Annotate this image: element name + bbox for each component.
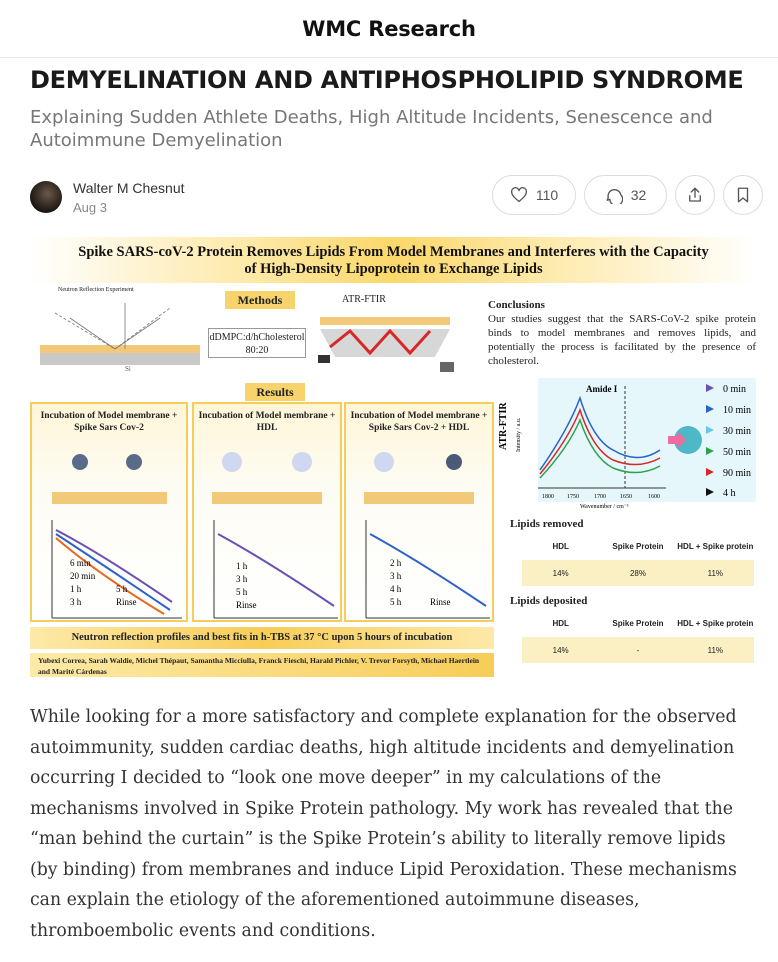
legend-2h: 2 h: [390, 558, 402, 568]
svg-text:Si: Si: [125, 365, 131, 373]
comment-button[interactable]: 32: [584, 175, 667, 215]
table-row: 14% - 11%: [522, 637, 754, 663]
reflectivity-plot-spike-hdl: 2 h 3 h 4 h 5 h Rinse: [364, 452, 490, 619]
table-header-row: HDL Spike Protein HDL + Spike protein: [522, 534, 754, 560]
author-name[interactable]: Walter M Chesnut: [73, 179, 185, 196]
atr-xtick: 1700: [594, 494, 606, 500]
atr-yunit: Intensity / a.u.: [516, 417, 522, 452]
panel-title: Incubation of Model membrane + Spike Sar…: [350, 411, 488, 433]
legend-3h: 3 h: [236, 574, 248, 584]
like-button[interactable]: 110: [492, 175, 576, 215]
conclusions-text: Our studies suggest that the SARS-CoV-2 …: [488, 313, 756, 367]
atr-xlabel: Wavenumber / cm⁻¹: [580, 504, 629, 510]
panel-title: Incubation of Model membrane + HDL: [198, 411, 336, 433]
atr-schematic: [318, 317, 454, 372]
legend-5h: 5 h: [116, 584, 128, 594]
table-cell: 11%: [707, 645, 724, 655]
table-header: HDL: [552, 619, 569, 628]
article-body-paragraph: While looking for a more satisfactory an…: [30, 707, 737, 941]
legend-5h: 5 h: [390, 597, 402, 607]
legend-rinse: Rinse: [236, 600, 257, 610]
lipids-deposited-title: Lipids deposited: [510, 595, 588, 607]
lipids-deposited-table: HDL Spike Protein HDL + Spike protein 14…: [522, 611, 754, 663]
bookmark-button[interactable]: [723, 175, 763, 215]
table-header: HDL + Spike protein: [677, 619, 754, 628]
lipid-ratio-line1: dDMPC:d/hCholesterol: [209, 332, 305, 343]
figure-title-line2: of High-Density Lipoprotein to Exchange …: [244, 261, 543, 277]
result-panel-spike-hdl: Incubation of Model membrane + Spike Sar…: [344, 402, 494, 622]
atr-legend-10min: 10 min: [723, 405, 751, 416]
comment-count: 32: [630, 187, 647, 203]
conclusions-title: Conclusions: [488, 299, 545, 311]
share-button[interactable]: [675, 175, 715, 215]
publication-header: WMC Research: [0, 0, 778, 58]
neutron-schematic: Si: [40, 303, 200, 373]
results-label: Results: [245, 383, 305, 401]
atr-legend-0min: 0 min: [723, 384, 746, 395]
lipid-ratio-line2: 80:20: [245, 345, 269, 356]
atr-ftir-chart: ATR-FTIR Intensity / a.u. Amide I 1800 1…: [498, 378, 756, 510]
byline: Walter M Chesnut Aug 3: [30, 178, 185, 216]
table-header: HDL + Spike protein: [677, 542, 754, 551]
table-cell: 14%: [552, 645, 569, 655]
legend-3h: 3 h: [70, 597, 82, 607]
table-header-row: HDL Spike Protein HDL + Spike protein: [522, 611, 754, 637]
reflectivity-plot-hdl: 1 h 3 h 5 h Rinse: [212, 452, 338, 619]
table-cell: -: [636, 645, 640, 655]
publish-date: Aug 3: [73, 199, 107, 215]
table-cell: 11%: [707, 568, 724, 578]
atr-legend-4h: 4 h: [723, 488, 736, 499]
atr-xtick: 1800: [542, 494, 554, 500]
table-header: Spike Protein: [612, 619, 664, 628]
atr-xtick: 1600: [648, 494, 660, 500]
legend-rinse: Rinse: [430, 597, 451, 607]
speech-bubble-icon: [606, 189, 623, 204]
neutron-caption: Neutron reflection profiles and best fit…: [30, 627, 494, 649]
atr-legend-90min: 90 min: [723, 468, 751, 479]
figure-authors: Yubexi Correa, Sarah Waldie, Michel Thép…: [30, 653, 494, 677]
atr-xtick: 1750: [567, 494, 579, 500]
atr-xtick: 1650: [620, 494, 632, 500]
legend-20min: 20 min: [70, 571, 96, 581]
graphical-abstract[interactable]: Spike SARS-coV-2 Protein Removes Lipids …: [30, 235, 757, 677]
reflectivity-plot-spike: 6 min 20 min 1 h 5 h 3 h Rinse: [51, 454, 182, 619]
figure-title: Spike SARS-coV-2 Protein Removes Lipids …: [30, 237, 757, 283]
avatar[interactable]: [30, 181, 62, 213]
panel-title: Incubation of Model membrane + Spike Sar…: [40, 411, 178, 433]
atr-legend-50min: 50 min: [723, 447, 751, 458]
article-subtitle: Explaining Sudden Athlete Deaths, High A…: [30, 107, 713, 151]
table-cell: 14%: [552, 568, 569, 578]
atr-ftir-label: ATR-FTIR: [342, 294, 386, 305]
table-header: HDL: [552, 542, 569, 551]
neutron-experiment-label: Neutron Reflection Experiment: [58, 287, 134, 293]
heart-icon: [510, 187, 527, 203]
like-count: 110: [535, 187, 559, 203]
lipids-removed-table: HDL Spike Protein HDL + Spike protein 14…: [522, 534, 754, 586]
legend-rinse: Rinse: [116, 597, 137, 607]
legend-3h: 3 h: [390, 571, 402, 581]
conclusions: Conclusions Our studies suggest that the…: [488, 298, 756, 368]
figure-title-line1: Spike SARS-coV-2 Protein Removes Lipids …: [78, 244, 709, 260]
legend-5h: 5 h: [236, 587, 248, 597]
legend-1h: 1 h: [70, 584, 82, 594]
atr-ylabel: ATR-FTIR: [498, 402, 509, 450]
lipid-ratio-box: dDMPC:d/hCholesterol 80:20: [208, 328, 306, 358]
bookmark-icon: [737, 187, 749, 203]
legend-4h: 4 h: [390, 584, 402, 594]
legend-6min: 6 min: [70, 558, 91, 568]
publication-name[interactable]: WMC Research: [302, 16, 476, 41]
result-panel-hdl: Incubation of Model membrane + HDL 1 h 3…: [192, 402, 342, 622]
atr-peak-label: Amide I: [586, 384, 618, 394]
lipids-removed-title: Lipids removed: [510, 518, 584, 530]
result-panel-spike: Incubation of Model membrane + Spike Sar…: [30, 402, 188, 622]
article-title: DEMYELINATION AND ANTIPHOSPHOLIPID SYNDR…: [30, 66, 744, 94]
methods-label: Methods: [225, 291, 295, 309]
table-cell: 28%: [629, 568, 646, 578]
table-header: Spike Protein: [612, 542, 664, 551]
share-icon: [689, 187, 701, 202]
table-row: 14% 28% 11%: [522, 560, 754, 586]
post-actions: 110 32: [492, 175, 763, 215]
atr-legend-30min: 30 min: [723, 426, 751, 437]
legend-1h: 1 h: [236, 561, 248, 571]
